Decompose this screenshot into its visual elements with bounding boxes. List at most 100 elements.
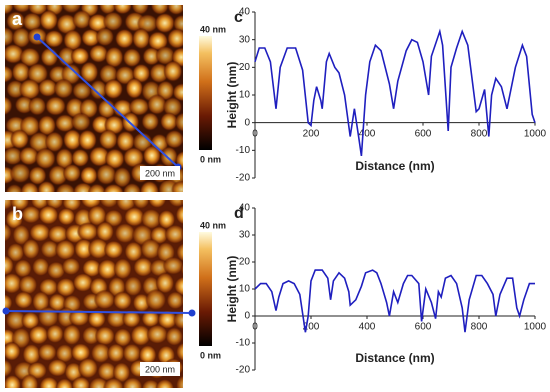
scale-bar-box bbox=[140, 166, 180, 180]
grain bbox=[55, 377, 74, 388]
grain bbox=[79, 166, 98, 185]
grain bbox=[97, 258, 118, 280]
grain bbox=[190, 380, 211, 392]
grain bbox=[37, 343, 58, 362]
y-tick-label: -20 bbox=[236, 173, 251, 184]
y-axis-title: Height (nm) bbox=[225, 62, 239, 129]
grain bbox=[141, 112, 160, 131]
grain bbox=[5, 11, 26, 32]
colorbar-min: 0 nm bbox=[200, 154, 221, 164]
panel-label: d bbox=[234, 205, 244, 222]
grain bbox=[166, 28, 183, 49]
grain bbox=[97, 98, 117, 119]
grain bbox=[71, 148, 90, 168]
grain bbox=[180, 227, 183, 241]
grain bbox=[155, 378, 175, 388]
grain bbox=[54, 114, 76, 133]
grain bbox=[115, 130, 136, 152]
grain bbox=[5, 293, 13, 312]
grain bbox=[95, 27, 115, 47]
grain bbox=[103, 78, 124, 100]
grain bbox=[106, 309, 127, 329]
grain bbox=[21, 311, 40, 330]
grain bbox=[106, 343, 126, 363]
x-tick-label: 400 bbox=[359, 128, 376, 139]
y-tick-label: 40 bbox=[239, 7, 251, 18]
grain bbox=[79, 61, 99, 83]
grain bbox=[175, 204, 183, 225]
grain bbox=[166, 291, 183, 310]
grain bbox=[5, 183, 24, 192]
grain bbox=[5, 43, 25, 64]
grain bbox=[44, 96, 67, 116]
y-tick-label: 0 bbox=[244, 117, 250, 128]
grain bbox=[53, 78, 74, 99]
grain bbox=[44, 131, 64, 153]
grain bbox=[18, 146, 39, 166]
grain bbox=[132, 257, 154, 278]
grain bbox=[113, 5, 133, 15]
grain bbox=[5, 222, 13, 243]
y-tick-label: 0 bbox=[244, 311, 250, 322]
grain bbox=[72, 272, 94, 293]
grain bbox=[128, 97, 150, 116]
grain bbox=[165, 326, 183, 347]
grain bbox=[5, 341, 21, 362]
grain bbox=[48, 292, 67, 312]
grain bbox=[55, 182, 76, 192]
profile-curve bbox=[254, 28, 536, 157]
grain bbox=[145, 288, 167, 311]
grain bbox=[61, 257, 81, 276]
grain bbox=[157, 309, 178, 330]
x-tick-label: 600 bbox=[415, 322, 432, 333]
grain bbox=[175, 242, 183, 263]
grain bbox=[147, 200, 167, 209]
grain bbox=[22, 343, 41, 366]
grain bbox=[47, 358, 69, 378]
grain bbox=[112, 291, 133, 311]
grain bbox=[72, 182, 94, 192]
grain bbox=[113, 166, 132, 189]
grain bbox=[63, 29, 83, 52]
y-tick-label: 10 bbox=[239, 284, 251, 295]
scale-bar-label: 200 nm bbox=[145, 168, 175, 178]
grain bbox=[97, 361, 117, 382]
grain bbox=[68, 308, 90, 327]
grain bbox=[147, 94, 167, 115]
grain bbox=[39, 9, 59, 31]
grain bbox=[9, 162, 31, 184]
grain bbox=[173, 310, 183, 330]
profile-end bbox=[188, 309, 196, 317]
grain bbox=[20, 205, 42, 224]
grain bbox=[37, 78, 58, 98]
grain bbox=[122, 47, 142, 68]
grain bbox=[113, 327, 132, 348]
grain bbox=[37, 205, 59, 226]
grain bbox=[57, 207, 76, 226]
grain bbox=[5, 5, 15, 15]
grain bbox=[13, 290, 34, 310]
grain bbox=[28, 96, 47, 116]
x-tick-label: 0 bbox=[252, 322, 258, 333]
x-axis-title: Distance (nm) bbox=[355, 159, 434, 173]
grain bbox=[9, 129, 30, 150]
grain bbox=[175, 342, 183, 362]
grain bbox=[5, 272, 23, 295]
grain bbox=[155, 45, 176, 66]
grain bbox=[131, 27, 151, 50]
grain bbox=[164, 129, 183, 149]
grain bbox=[88, 44, 109, 64]
grain bbox=[37, 180, 56, 192]
grain bbox=[72, 9, 92, 30]
grain bbox=[140, 208, 162, 230]
grain bbox=[54, 239, 77, 261]
grain bbox=[5, 358, 13, 378]
grain bbox=[141, 309, 161, 328]
grain bbox=[175, 374, 183, 388]
grain bbox=[28, 222, 51, 243]
grain bbox=[189, 185, 210, 203]
profile-end bbox=[2, 307, 10, 315]
grain bbox=[77, 357, 99, 379]
grain bbox=[45, 324, 65, 344]
